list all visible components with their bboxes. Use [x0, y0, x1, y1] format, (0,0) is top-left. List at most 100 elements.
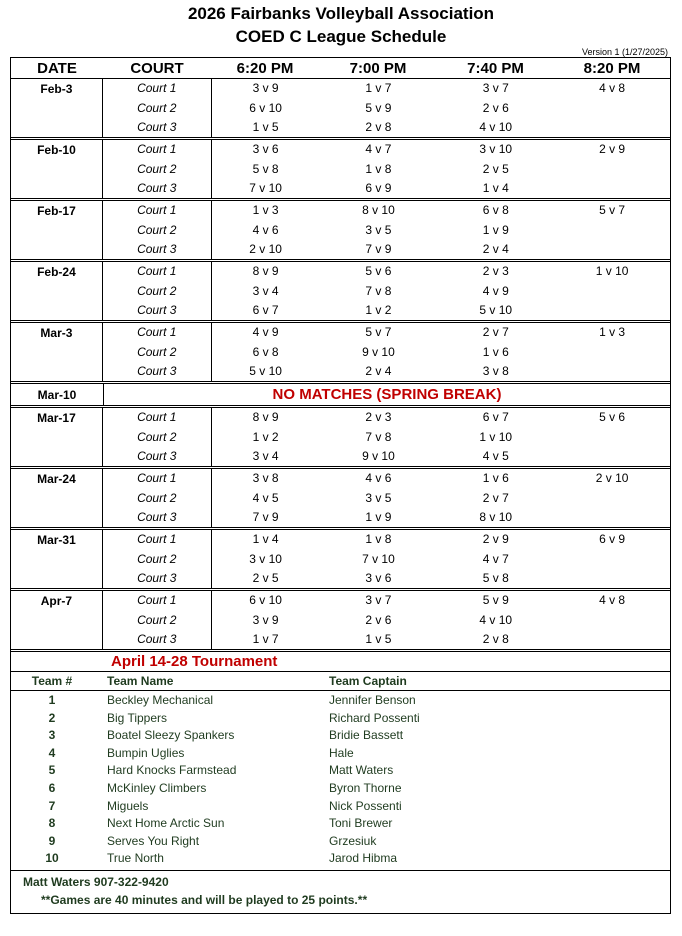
match-cell: 1 v 3 [599, 325, 626, 339]
match-cell [554, 240, 670, 259]
match-cell: 5 v 8 [252, 161, 279, 176]
week-date: Mar-24 [11, 469, 103, 527]
time-slot-column: 6 v 10 3 v 9 1 v 7 [212, 591, 320, 649]
match-cell: 2 v 9 [599, 142, 626, 156]
match-cell: 5 v 8 [482, 571, 509, 585]
match-cell: 2 v 3 [482, 264, 509, 278]
match-cell: 6 v 8 [252, 344, 279, 359]
time-slot-column: 2 v 7 1 v 6 3 v 8 [437, 323, 554, 381]
match-cell [554, 447, 670, 466]
team-name: Serves You Right [107, 833, 200, 848]
match-cell: 1 v 6 [482, 471, 509, 485]
match-cell [554, 282, 670, 301]
team-name: Beckley Mechanical [107, 693, 214, 707]
time-slot-column: 2 v 3 4 v 9 5 v 10 [437, 262, 554, 320]
time-slot-column: 1 v 10 [554, 262, 670, 320]
week-date: Mar-3 [11, 323, 103, 381]
team-number: 10 [45, 851, 59, 866]
time-slot-column: 4 v 8 [554, 79, 670, 137]
team-row: 7 Miguels Nick Possenti [11, 798, 670, 816]
court-label: Court 2 [137, 429, 177, 444]
time-slot-column: 1 v 4 3 v 10 2 v 5 [212, 530, 320, 588]
team-name: True North [107, 851, 164, 866]
match-cell: 2 v 5 [252, 571, 279, 585]
match-cell: 3 v 6 [252, 142, 279, 156]
match-cell: 5 v 10 [249, 364, 282, 378]
match-cell: 1 v 7 [365, 81, 392, 95]
time-slot-column: 5 v 7 9 v 10 2 v 4 [320, 323, 438, 381]
match-cell: 3 v 6 [365, 571, 392, 585]
court-label: Court 3 [137, 242, 177, 256]
court-label: Court 3 [137, 510, 177, 524]
match-cell: 3 v 4 [252, 283, 279, 298]
match-cell: 2 v 6 [482, 100, 509, 115]
team-captain: Byron Thorne [329, 780, 402, 795]
time-slot-column: 1 v 6 2 v 7 8 v 10 [437, 469, 554, 527]
week-date: Feb-10 [11, 140, 103, 198]
header-time-2: 7:00 PM [349, 59, 407, 77]
team-captain: Toni Brewer [329, 816, 393, 831]
team-captain: Richard Possenti [329, 710, 420, 725]
time-slot-column: 4 v 9 6 v 8 5 v 10 [212, 323, 320, 381]
court-label: Court 3 [137, 181, 177, 195]
court-column: Court 1 Court 2 Court 3 [103, 408, 212, 466]
court-label: Court 1 [137, 81, 177, 95]
court-label: Court 1 [137, 593, 177, 607]
match-cell: 8 v 10 [362, 203, 395, 217]
team-captain: Grzesiuk [329, 833, 377, 848]
match-cell: 1 v 9 [365, 510, 392, 524]
time-slot-column: 1 v 7 5 v 9 2 v 8 [320, 79, 438, 137]
match-cell: 4 v 5 [252, 490, 279, 505]
time-slot-column: 4 v 7 1 v 8 6 v 9 [320, 140, 438, 198]
team-name: Hard Knocks Farmstead [107, 763, 237, 778]
time-slot-column: 5 v 6 [554, 408, 670, 466]
court-column: Court 1 Court 2 Court 3 [103, 530, 212, 588]
team-list: 1 Beckley Mechanical Jennifer Benson 2 Big T… [11, 691, 670, 871]
court-label: Court 2 [137, 161, 177, 176]
match-cell [554, 221, 670, 240]
match-cell: 4 v 5 [482, 449, 509, 463]
time-slot-column: 1 v 3 4 v 6 2 v 10 [212, 201, 320, 259]
match-cell: 8 v 9 [252, 410, 279, 424]
team-row: 6 McKinley Climbers Byron Thorne [11, 780, 670, 798]
match-cell: 4 v 8 [599, 593, 626, 607]
match-cell: 1 v 5 [252, 120, 279, 134]
court-label: Court 2 [137, 283, 177, 298]
match-cell: 2 v 9 [482, 532, 509, 546]
team-row: 2 Big Tippers Richard Possenti [11, 710, 670, 728]
team-row: 10 True North Jarod Hibma [11, 850, 670, 868]
match-cell: 6 v 9 [365, 181, 392, 195]
team-row: 4 Bumpin Uglies Hale [11, 745, 670, 763]
match-cell: 9 v 10 [362, 449, 395, 463]
match-cell [554, 611, 670, 630]
match-cell [554, 489, 670, 508]
match-cell: 3 v 7 [365, 593, 392, 607]
match-cell: 1 v 8 [365, 161, 392, 176]
team-row: 9 Serves You Right Grzesiuk [11, 833, 670, 851]
header-court: COURT [130, 59, 184, 77]
tournament-banner: April 14-28 Tournament [11, 652, 670, 672]
header-time-4: 8:20 PM [583, 59, 641, 77]
match-cell [554, 569, 670, 588]
court-label: Court 2 [137, 344, 177, 359]
team-captain: Jarod Hibma [329, 851, 398, 866]
week-block: Feb-3 Court 1 Court 2 Court 3 3 v 9 6 v 10 1 v… [11, 79, 670, 140]
court-label: Court 1 [137, 410, 177, 424]
week-block: Feb-17 Court 1 Court 2 Court 3 1 v 3 4 v 6 2 v… [11, 201, 670, 262]
week-block-break: Mar-10 NO MATCHES (SPRING BREAK) [11, 384, 670, 408]
time-slot-column: 5 v 9 4 v 10 2 v 8 [437, 591, 554, 649]
match-cell: 6 v 10 [249, 593, 282, 607]
match-cell: 6 v 8 [482, 203, 509, 217]
match-cell: 1 v 7 [252, 632, 279, 646]
team-number: 5 [48, 763, 56, 778]
court-label: Court 1 [137, 325, 177, 339]
match-cell: 4 v 6 [252, 222, 279, 237]
team-captain-header: Team Captain [329, 674, 407, 688]
version-label: Version 1 (1/27/2025) [581, 47, 668, 57]
time-slot-column: 3 v 7 2 v 6 4 v 10 [437, 79, 554, 137]
week-block: Mar-31 Court 1 Court 2 Court 3 1 v 4 3 v 10 2 … [11, 530, 670, 591]
week-date: Mar-10 [11, 384, 104, 405]
court-label: Court 1 [137, 264, 177, 278]
court-label: Court 2 [137, 222, 177, 237]
match-cell: 3 v 9 [252, 612, 279, 627]
